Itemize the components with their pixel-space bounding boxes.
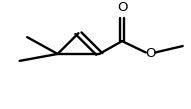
Text: O: O: [117, 1, 127, 14]
Text: O: O: [145, 47, 156, 60]
